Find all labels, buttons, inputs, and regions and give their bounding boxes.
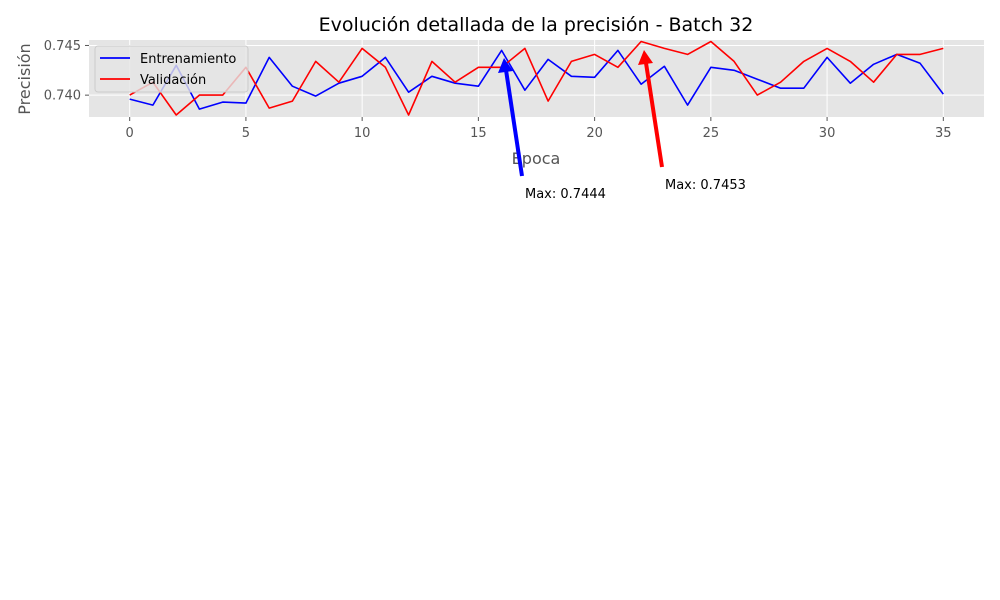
- x-axis-label: Época: [512, 149, 561, 168]
- x-tick-label: 10: [354, 126, 371, 141]
- series-line-validacion: [129, 40, 944, 116]
- annotation-arrowhead-red: [638, 50, 653, 65]
- annotation-arrow-red: [644, 62, 664, 168]
- x-tick-label: 0: [126, 126, 134, 141]
- chart-title: Evolución detallada de la precisión - Ba…: [319, 14, 754, 36]
- legend-box: [94, 45, 249, 93]
- annotation-arrowhead-blue: [498, 58, 513, 73]
- x-ticks: 0 5 10 15 20 25 30 35: [126, 117, 952, 141]
- annotation-text-blue: Max: 0.7444: [525, 187, 606, 202]
- annotation-arrow-blue: [504, 69, 524, 177]
- annotation-max-entrenamiento: Max: 0.7444: [498, 58, 606, 202]
- x-tick-label: 30: [819, 126, 836, 141]
- x-tick-label: 20: [586, 126, 603, 141]
- annotation-text-red: Max: 0.7453: [665, 178, 746, 193]
- x-tick-label: 5: [242, 126, 250, 141]
- x-tick-label: 25: [703, 126, 720, 141]
- series-lines: [129, 40, 944, 116]
- y-ticks: 0.740 0.745: [44, 39, 89, 104]
- grid: [89, 40, 984, 117]
- y-tick-label: 0.740: [44, 89, 81, 104]
- x-tick-label: 35: [935, 126, 952, 141]
- legend-label-entrenamiento: Entrenamiento: [140, 52, 236, 67]
- x-tick-label: 15: [470, 126, 487, 141]
- legend: Entrenamiento Validación: [94, 45, 249, 93]
- annotation-max-validacion: Max: 0.7453: [638, 50, 746, 193]
- legend-label-validacion: Validación: [140, 73, 206, 88]
- y-axis-label: Precisión: [15, 43, 34, 114]
- y-tick-label: 0.745: [44, 39, 81, 54]
